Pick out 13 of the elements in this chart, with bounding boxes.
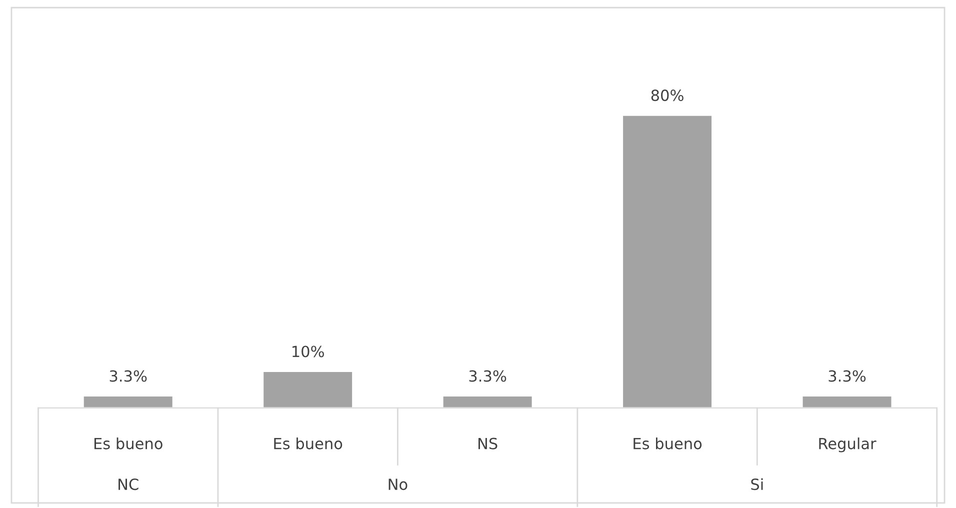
data-label: 80% (651, 90, 684, 102)
data-label: 10% (292, 346, 324, 358)
text: Si (751, 478, 763, 490)
x-tick-label: NS (478, 438, 498, 450)
text: No (388, 478, 408, 490)
x-tick-label: Es bueno (94, 437, 162, 450)
data-label: 3.3% (110, 370, 147, 382)
data-label: 3.3% (469, 370, 506, 382)
data-label: 3.3% (828, 370, 866, 382)
x-tick-label: Regular (819, 437, 876, 452)
x-tick-label: Es bueno (634, 437, 702, 450)
text: NC (118, 478, 138, 490)
x-tick-label: Es bueno (274, 437, 342, 450)
